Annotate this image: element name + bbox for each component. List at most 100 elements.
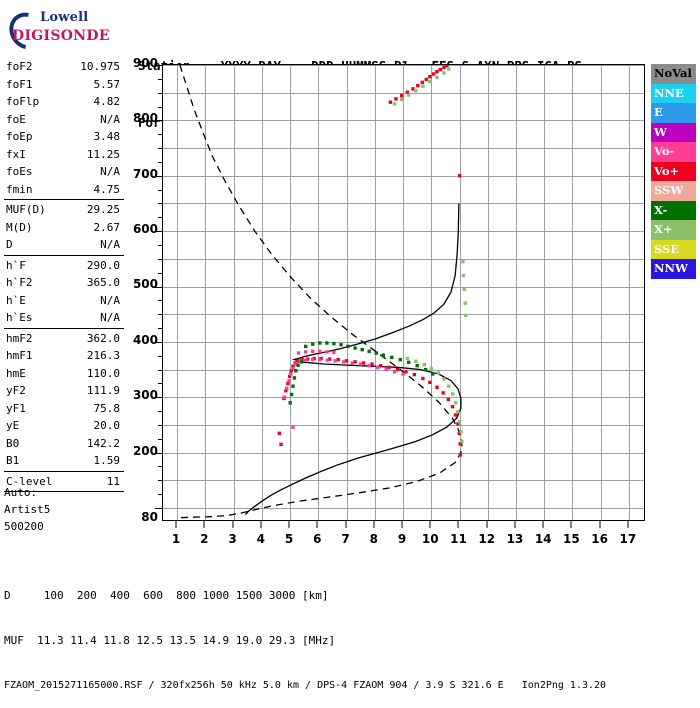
param-row-clevel: C-level 11 — [4, 473, 124, 491]
param-key: foF2 — [6, 60, 33, 73]
legend-item-x[interactable]: X+ — [651, 220, 696, 240]
x-tick-15 — [570, 521, 572, 528]
x-tick-label-14: 14 — [534, 532, 552, 546]
param-value: 365.0 — [86, 276, 120, 289]
param-key: hmF1 — [6, 349, 33, 362]
param-value: 10.975 — [80, 60, 120, 73]
param-row-md: M(D) 2.67 — [4, 219, 124, 237]
x-tick-12 — [486, 521, 488, 528]
param-value: N/A — [100, 112, 120, 126]
param-key: hmF2 — [6, 331, 33, 345]
param-value: 362.0 — [86, 331, 120, 345]
x-tick-label-8: 8 — [369, 532, 378, 546]
y-tick-100 — [155, 507, 162, 509]
gridline-y-600 — [163, 231, 644, 233]
series-x-mode-echoes-x-light-green- — [392, 67, 468, 444]
param-value: N/A — [100, 293, 120, 307]
logo-brand-bottom: DIGISONDE — [12, 28, 110, 44]
param-key: foF1 — [6, 77, 33, 91]
x-tick-label-6: 6 — [313, 532, 322, 546]
param-row-yf2: yF2 111.9 — [4, 382, 124, 400]
x-tick-9 — [401, 521, 403, 528]
legend-item-vo[interactable]: Vo+ — [651, 161, 696, 181]
param-value: 110.0 — [86, 366, 120, 380]
x-axis-labels: 1 2 3 4 5 6 7 8 9 10 11 12 13 14 15 16 17 — [162, 521, 645, 548]
legend-item-e[interactable]: E — [651, 103, 696, 123]
legend-item-noval[interactable]: NoVal — [651, 64, 696, 84]
param-row-fxi: fxI 11.25 — [4, 146, 124, 164]
y-tick-label-80: 80 — [141, 510, 158, 524]
y-tick-250 — [158, 424, 162, 426]
lowell-digisonde-logo: Lowell DIGISONDE — [2, 5, 128, 57]
param-key: M(D) — [6, 220, 33, 234]
gridline-x-3 — [233, 65, 235, 520]
x-tick-16 — [599, 521, 601, 528]
auto-block: Auto: Artist5 500200 — [4, 484, 124, 535]
y-tick-725 — [158, 161, 162, 163]
param-value: 4.82 — [93, 95, 121, 108]
x-tick-10 — [429, 521, 431, 528]
series-muf-curve-dashed- — [177, 65, 463, 519]
footer-info: D 100 200 400 600 800 1000 1500 3000 [km… — [4, 558, 606, 708]
series-electron-density-profile-solid- — [244, 203, 462, 516]
x-tick-label-10: 10 — [421, 532, 439, 546]
legend-item-x[interactable]: X- — [651, 200, 696, 220]
series-x-mode-echoes-x-dark-green- — [288, 341, 435, 405]
legend-item-nne[interactable]: NNE — [651, 83, 696, 103]
gridline-y-450 — [163, 314, 644, 316]
x-tick-label-9: 9 — [397, 532, 407, 546]
ionogram-plot[interactable] — [155, 64, 645, 521]
y-tick-775 — [158, 134, 162, 136]
gridline-y-100 — [163, 507, 644, 509]
legend-item-w[interactable]: W — [651, 122, 696, 142]
param-key: h`F — [6, 258, 26, 272]
param-row-hes: h`Es N/A — [4, 309, 124, 327]
param-row-foep: foEp 3.48 — [4, 128, 124, 146]
param-key: foEs — [6, 165, 33, 178]
gridline-y-200 — [163, 452, 644, 454]
x-tick-7 — [345, 521, 347, 528]
x-tick-label-11: 11 — [450, 532, 467, 546]
gridline-y-700 — [163, 175, 644, 177]
footer-muf-row: MUF 11.3 11.4 11.8 12.5 13.5 14.9 19.0 2… — [4, 634, 336, 647]
y-tick-325 — [158, 383, 162, 385]
x-tick-14 — [542, 521, 544, 528]
y-tick-375 — [158, 355, 162, 357]
param-key: h`Es — [6, 311, 33, 324]
parameter-table: foF2 10.975 foF1 5.57 foFlp 4.82 foE N/A foEp 3.4… — [4, 58, 124, 493]
footer-distance-row: D 100 200 400 600 800 1000 1500 3000 [km… — [4, 589, 329, 602]
param-row-yf1: yF1 75.8 — [4, 400, 124, 418]
param-row-b0: B0 142.2 — [4, 435, 124, 453]
y-tick-475 — [158, 300, 162, 302]
param-key: foE — [6, 112, 26, 126]
gridline-x-8 — [374, 65, 376, 520]
param-divider — [4, 199, 124, 200]
param-value: 3.48 — [93, 130, 121, 143]
y-tick-label-800: 800 — [132, 111, 158, 126]
param-divider — [4, 470, 124, 472]
param-row-mufd: MUF(D) 29.25 — [4, 201, 124, 219]
y-tick-425 — [158, 328, 162, 329]
legend-item-nnw[interactable]: NNW — [651, 259, 696, 279]
y-tick-575 — [158, 244, 162, 246]
x-tick-label-2: 2 — [200, 532, 209, 546]
series-o-mode-spread-vo-pink- — [282, 349, 405, 429]
legend-item-vo[interactable]: Vo- — [651, 142, 696, 162]
gridline-x-15 — [572, 65, 574, 520]
param-value: 29.25 — [86, 203, 120, 216]
plot-traces — [177, 65, 468, 519]
param-key: B1 — [6, 454, 20, 467]
gridline-y-250 — [163, 424, 644, 426]
legend-item-ssw[interactable]: SSW — [651, 181, 696, 201]
y-tick-label-400: 400 — [132, 332, 158, 347]
y-tick-650 — [158, 203, 162, 205]
param-key: D — [6, 238, 13, 251]
legend-item-sse[interactable]: SSE — [651, 239, 696, 259]
param-row-hf2: h`F2 365.0 — [4, 274, 124, 292]
param-row-b1: B1 1.59 — [4, 452, 124, 470]
x-tick-label-15: 15 — [563, 532, 580, 546]
y-tick-550 — [158, 258, 162, 260]
param-key: C-level — [6, 474, 53, 488]
param-row-foflp: foFlp 4.82 — [4, 93, 124, 111]
gridline-y-900 — [163, 65, 644, 66]
